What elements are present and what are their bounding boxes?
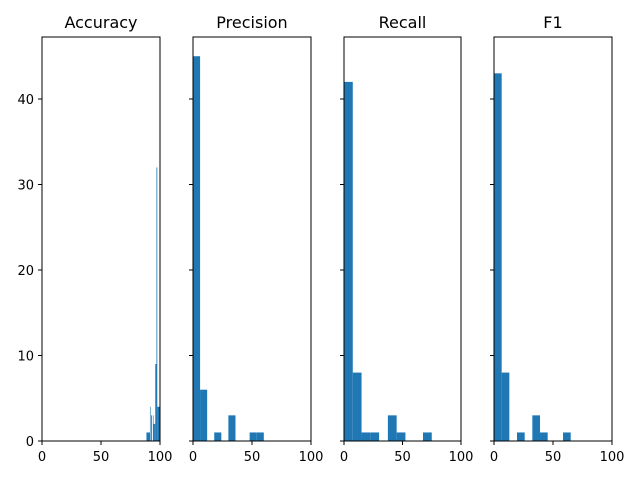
recall-title: Recall — [379, 13, 427, 32]
f1-bar-3 — [517, 432, 525, 441]
precision-xtick-label: 0 — [189, 450, 197, 465]
f1-subplot: 0 50 100 F1 — [490, 13, 625, 465]
recall-bar-6 — [396, 432, 406, 441]
f1-title: F1 — [543, 13, 562, 32]
recall-xtick-label: 50 — [394, 450, 411, 465]
accuracy-xtick-label: 50 — [93, 450, 110, 465]
accuracy-bar-6 — [155, 364, 157, 441]
f1-bar-9 — [563, 432, 571, 441]
recall-bar-5 — [387, 415, 397, 441]
precision-title: Precision — [216, 13, 287, 32]
precision-bar-1 — [200, 389, 208, 441]
f1-xtick-label: 50 — [545, 450, 562, 465]
precision-xtick-label: 50 — [244, 450, 261, 465]
precision-bar-0 — [193, 56, 201, 441]
f1-bar-0 — [494, 73, 502, 441]
recall-xtick-label: 0 — [340, 450, 348, 465]
accuracy-bar-2 — [151, 415, 152, 441]
precision-bar-5 — [228, 415, 236, 441]
accuracy-ytick-label: 20 — [17, 264, 34, 279]
f1-bar-5 — [532, 415, 541, 441]
f1-axes-frame — [493, 36, 613, 442]
f1-xtick-label: 100 — [600, 450, 625, 465]
accuracy-bar-4 — [153, 423, 155, 441]
accuracy-ytick-label: 0 — [26, 435, 34, 450]
accuracy-bar-5 — [154, 423, 156, 441]
precision-bar-3 — [214, 432, 222, 441]
accuracy-ytick-label: 30 — [17, 178, 34, 193]
accuracy-bar-0 — [146, 432, 150, 441]
accuracy-title: Accuracy — [64, 13, 137, 32]
accuracy-xtick-label: 0 — [38, 450, 46, 465]
f1-bar-6 — [540, 432, 548, 441]
accuracy-subplot: 0 50 100 0 10 20 30 40 Accuracy — [17, 13, 172, 465]
accuracy-axes-frame — [41, 36, 161, 442]
precision-bar-8 — [249, 432, 257, 441]
precision-axes-frame — [192, 36, 312, 442]
recall-bar-1 — [352, 372, 362, 441]
precision-xtick-label: 100 — [299, 450, 324, 465]
f1-xtick-label: 0 — [490, 450, 498, 465]
accuracy-bar-1 — [149, 406, 151, 441]
recall-xtick-label: 100 — [449, 450, 474, 465]
accuracy-bar-7 — [156, 167, 158, 441]
recall-bar-0 — [344, 81, 353, 441]
precision-subplot: 0 50 100 Precision — [189, 13, 324, 465]
recall-subplot: 0 50 100 Recall — [340, 13, 474, 465]
recall-bar-9 — [422, 432, 432, 441]
accuracy-xtick-label: 100 — [148, 450, 173, 465]
accuracy-ytick-label: 40 — [17, 93, 34, 108]
recall-bar-2 — [361, 432, 371, 441]
accuracy-ytick-label: 10 — [17, 349, 34, 364]
f1-bar-1 — [501, 372, 510, 441]
accuracy-bar-8 — [157, 406, 160, 441]
accuracy-bar-3 — [152, 415, 154, 441]
recall-bar-3 — [370, 432, 380, 441]
precision-bar-9 — [256, 432, 264, 441]
